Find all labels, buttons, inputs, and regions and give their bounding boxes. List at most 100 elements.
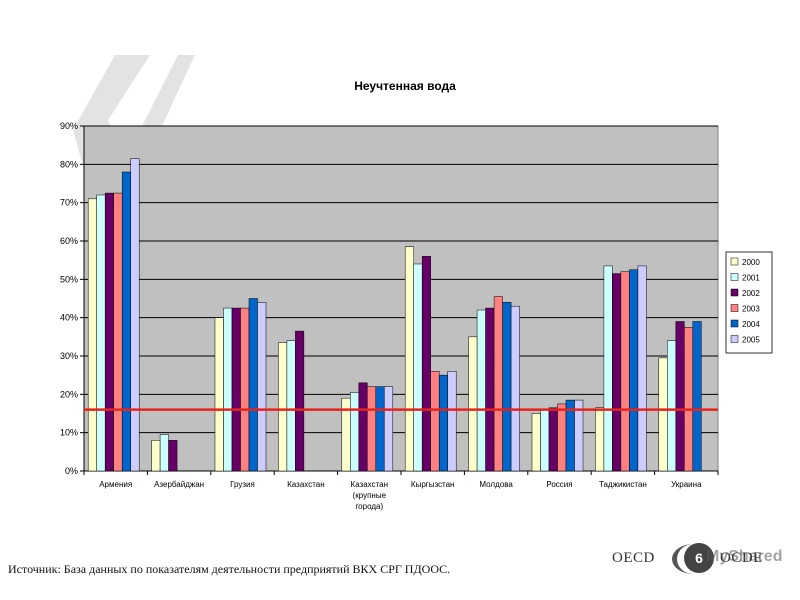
bar-2004-9 (692, 321, 702, 472)
y-tick-label: 10% (60, 428, 78, 438)
bar-2003-2 (240, 307, 250, 472)
bars (87, 158, 702, 472)
x-category-label: Украина (671, 480, 702, 489)
bar-2000-6 (468, 336, 478, 472)
bar-2001-8 (603, 265, 613, 472)
bar-2003-9 (684, 327, 694, 472)
bar-2005-0 (130, 158, 140, 472)
bar-2003-4 (367, 386, 377, 472)
bar-2001-3 (286, 340, 296, 472)
bar-2002-7 (548, 407, 558, 472)
x-category-label-line: Армения (99, 480, 132, 489)
x-category-label-line: (крупные (353, 491, 387, 500)
y-tick-label: 80% (60, 159, 78, 169)
source-text: Источник: База данных по показателям дея… (8, 562, 451, 576)
bar-2003-5 (430, 371, 440, 472)
x-category-label-line: Украина (671, 480, 702, 489)
bar-2004-0 (121, 171, 131, 472)
x-category-label: Россия (546, 480, 572, 489)
logo-mark-icon (672, 544, 715, 574)
legend-swatch-2005 (730, 335, 739, 343)
legend: 2000 2001 2002 2003 2004 2005 (725, 251, 773, 354)
bar-2001-2 (223, 307, 233, 472)
legend-label-2002: 2002 (742, 289, 760, 298)
y-tick-label: 40% (60, 313, 78, 323)
bar-2002-5 (421, 256, 431, 472)
bar-2005-4 (384, 386, 394, 472)
y-tick-label: 50% (60, 274, 78, 284)
bar-2002-1 (168, 440, 178, 472)
bar-2001-9 (667, 340, 677, 472)
bar-2000-9 (658, 357, 668, 472)
y-tick-label: 90% (60, 121, 78, 131)
y-tick-label: 60% (60, 236, 78, 246)
bar-2000-8 (595, 407, 605, 472)
x-category-label: Молдова (479, 480, 513, 489)
y-tick-label: 30% (60, 351, 78, 361)
x-axis-labels: Армения Азербайджан Грузия Казахстан Казахст… (83, 471, 719, 511)
x-category-label-line: города) (355, 502, 383, 511)
bar-2001-5 (413, 263, 423, 472)
bar-2002-2 (231, 307, 241, 472)
bar-2004-4 (375, 386, 385, 472)
bar-2005-5 (447, 371, 457, 472)
bar-2002-3 (295, 330, 305, 472)
legend-swatch-2001 (730, 273, 739, 281)
bar-2003-6 (493, 296, 503, 472)
x-category-label: Армения (99, 480, 132, 489)
bar-2005-2 (257, 302, 267, 472)
x-category-label-line: Молдова (479, 480, 513, 489)
legend-swatch-2003 (730, 304, 739, 312)
x-category-label-line: Казахстан (351, 480, 389, 489)
x-category-label-line: Таджикистан (599, 480, 647, 489)
bar-2003-8 (620, 271, 630, 472)
legend-label-2001: 2001 (742, 274, 760, 283)
bar-2000-1 (151, 440, 161, 472)
bar-2004-8 (629, 269, 639, 472)
legend-swatch-2004 (730, 319, 739, 328)
page-number: 6 (684, 543, 714, 573)
x-category-label: Таджикистан (599, 480, 647, 489)
watermark-text: MyShared (706, 548, 783, 565)
bar-2000-7 (531, 413, 541, 472)
footer-logo: OECD 6 MyShared OCDE (612, 542, 782, 576)
bar-2005-6 (510, 305, 520, 472)
bar-2002-9 (675, 321, 685, 472)
bar-2004-2 (248, 298, 258, 472)
bar-2000-5 (404, 246, 414, 472)
bar-2002-8 (612, 273, 622, 472)
bar-2001-4 (350, 392, 360, 472)
x-category-label: Казахстан (287, 480, 325, 489)
bar-2004-6 (502, 302, 512, 472)
bar-2002-6 (485, 307, 495, 472)
bar-2001-1 (159, 434, 169, 472)
bar-2005-8 (637, 265, 647, 472)
bar-2003-0 (113, 192, 123, 472)
chart-title: Неучтенная вода (354, 79, 456, 93)
bar-2001-7 (540, 409, 550, 472)
x-category-label: Кыргызстан (411, 480, 455, 489)
x-category-label: Казахстан (крупные города) (351, 480, 389, 511)
bar-2003-7 (557, 403, 567, 472)
legend-swatch-2002 (730, 288, 739, 297)
bar-2001-0 (96, 194, 106, 472)
y-tick-label: 70% (60, 198, 78, 208)
logo-left-text: OECD (612, 550, 655, 566)
bar-2004-5 (438, 374, 448, 472)
x-category-label: Грузия (230, 480, 255, 489)
legend-label-2005: 2005 (742, 336, 760, 345)
bar-2005-7 (574, 399, 584, 472)
x-category-label-line: Грузия (230, 480, 255, 489)
x-category-label-line: Казахстан (287, 480, 325, 489)
y-tick-label: 0% (65, 466, 78, 476)
logo-right-text: OCDE (720, 550, 763, 566)
x-category-label-line: Кыргызстан (411, 480, 455, 489)
legend-label-2003: 2003 (742, 305, 760, 314)
legend-swatch-2000 (730, 257, 739, 266)
bar-2002-0 (104, 192, 114, 472)
y-tick-label: 20% (60, 389, 78, 399)
bar-2000-3 (278, 342, 288, 472)
x-category-label: Азербайджан (154, 480, 204, 489)
bar-2001-6 (476, 309, 486, 472)
